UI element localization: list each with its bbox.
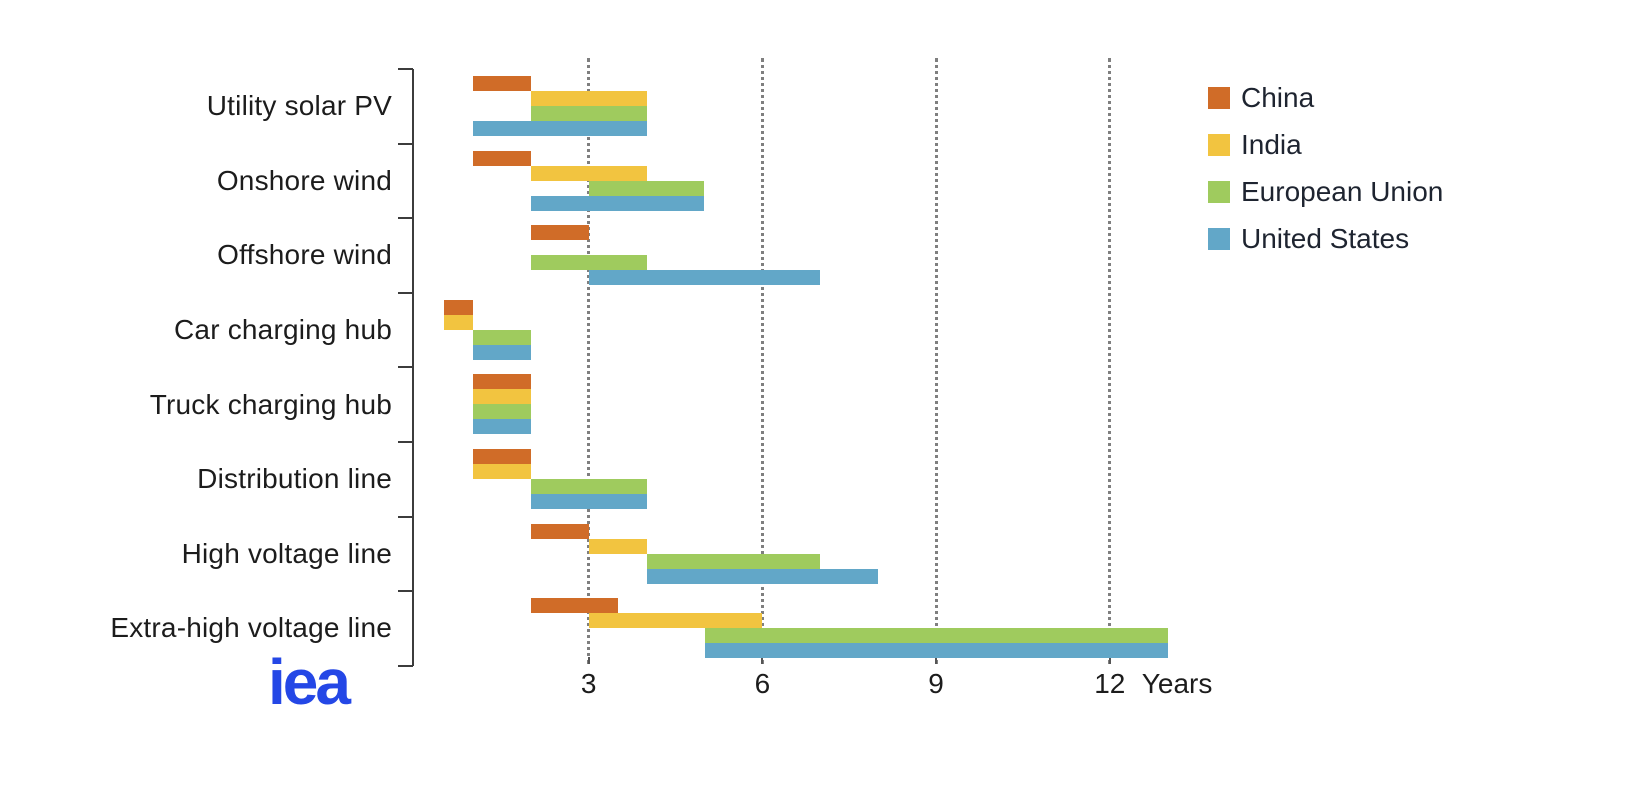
bar-united-states-truck-charging-hub [472,419,531,435]
legend-item-united-states: United States [1208,215,1443,262]
legend-label-china: China [1241,81,1315,113]
y-axis-boundary-tick [398,291,413,294]
gridline-12 [1108,58,1112,664]
bar-china-extra-high-voltage-line [530,598,618,614]
bar-india-extra-high-voltage-line [588,613,763,629]
x-tick-label-6: 6 [754,668,771,699]
bar-china-high-voltage-line [530,523,589,539]
y-axis-boundary-tick [398,515,413,518]
bar-united-states-extra-high-voltage-line [704,643,1168,659]
bar-india-distribution-line [472,464,531,479]
bar-united-states-car-charging-hub [472,344,531,360]
bar-united-states-utility-solar-pv [472,121,647,136]
bar-china-onshore-wind [472,150,531,166]
legend-swatch-china [1208,86,1230,109]
legend: China India European Union United States [1208,74,1443,262]
y-axis-boundary-tick [398,590,413,593]
bar-india-truck-charging-hub [472,389,531,405]
bar-india-utility-solar-pv [530,91,647,106]
iea-logo: iea [268,646,351,718]
category-label-onshore-wind: Onshore wind [216,164,392,196]
bar-european-union-distribution-line [530,479,647,494]
category-label-truck-charging-hub: Truck charging hub [149,388,392,420]
gridline-3 [587,58,591,664]
category-label-offshore-wind: Offshore wind [217,239,392,271]
legend-label-european-union: European Union [1241,175,1444,207]
category-label-extra-high-voltage-line: Extra-high voltage line [110,612,392,644]
x-axis-tick-12 [1108,657,1111,664]
x-axis-tick-6 [761,657,764,664]
bar-european-union-offshore-wind [530,255,647,271]
bar-european-union-car-charging-hub [472,329,531,345]
bar-china-distribution-line [472,449,531,464]
x-axis-tick-3 [587,657,590,664]
x-axis-unit-label: Years [1141,668,1213,699]
bar-united-states-offshore-wind [588,270,821,286]
bar-united-states-onshore-wind [530,195,705,211]
bar-china-car-charging-hub [443,299,473,315]
x-axis-tick-9 [935,657,938,664]
legend-item-european-union: European Union [1208,168,1443,215]
gridline-9 [934,58,938,664]
y-axis-line [412,69,414,666]
bar-united-states-high-voltage-line [646,568,879,584]
x-tick-label-12: 12 [1094,668,1126,699]
legend-label-india: India [1241,128,1302,160]
bar-india-car-charging-hub [443,314,473,330]
bar-china-offshore-wind [530,225,589,241]
bar-china-truck-charging-hub [472,374,531,390]
bar-european-union-extra-high-voltage-line [704,628,1168,644]
x-tick-label-3: 3 [580,668,597,699]
category-label-car-charging-hub: Car charging hub [174,314,392,346]
category-label-utility-solar-pv: Utility solar PV [206,90,392,122]
legend-swatch-european-union [1208,180,1230,203]
x-tick-label-9: 9 [928,668,944,699]
bar-united-states-distribution-line [530,494,647,509]
bar-european-union-onshore-wind [588,180,705,196]
legend-item-china: China [1208,74,1443,121]
legend-swatch-india [1208,133,1230,156]
y-axis-boundary-tick [398,664,413,667]
bar-european-union-utility-solar-pv [530,106,647,121]
gridline-6 [760,58,764,664]
bar-european-union-truck-charging-hub [472,404,531,420]
legend-label-united-states: United States [1241,222,1410,254]
bar-china-utility-solar-pv [472,76,531,91]
bar-india-high-voltage-line [588,538,647,554]
y-axis-boundary-tick [398,441,413,443]
bar-european-union-high-voltage-line [646,553,821,569]
legend-swatch-united-states [1208,227,1230,250]
y-axis-boundary-tick [398,68,413,70]
category-label-distribution-line: Distribution line [197,463,392,495]
y-axis-boundary-tick [398,217,413,220]
bar-india-onshore-wind [530,165,647,181]
y-axis-boundary-tick [398,366,413,369]
legend-item-india: India [1208,121,1443,168]
y-axis-boundary-tick [398,142,413,145]
category-label-high-voltage-line: High voltage line [181,537,392,569]
